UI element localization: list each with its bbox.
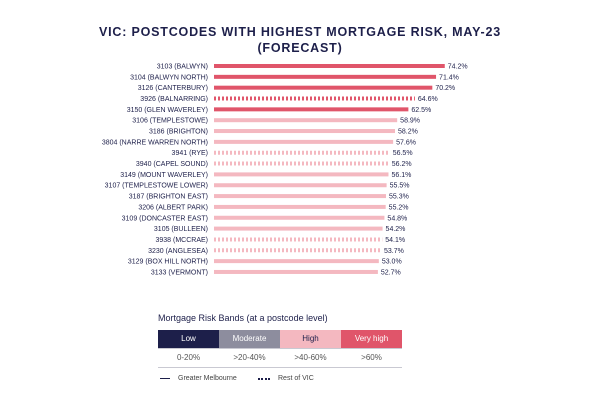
value-label: 54.8% — [387, 215, 407, 222]
bar — [214, 226, 383, 231]
value-label: 58.9% — [400, 118, 420, 125]
bar — [214, 172, 389, 177]
category-label: 3104 (BALWYN NORTH) — [130, 74, 208, 81]
solid-line-swatch — [160, 378, 170, 379]
band-low-range: 0-20% — [176, 353, 201, 362]
value-label: 55.5% — [390, 183, 410, 190]
bar — [214, 183, 387, 188]
value-label: 74.2% — [448, 64, 468, 71]
value-label: 57.6% — [396, 139, 416, 146]
chart-title-line-1: VIC: POSTCODES WITH HIGHEST MORTGAGE RIS… — [99, 25, 501, 39]
bar — [214, 107, 409, 112]
bar — [214, 129, 396, 134]
value-label: 70.2% — [435, 85, 455, 92]
value-label: 53.0% — [382, 259, 402, 266]
category-label: 3187 (BRIGHTON EAST) — [129, 194, 208, 201]
value-label: 55.2% — [389, 204, 409, 211]
category-label: 3804 (NARRE WARREN NORTH) — [102, 139, 208, 146]
value-label: 71.4% — [439, 74, 459, 81]
value-label: 54.1% — [385, 237, 405, 244]
category-label: 3109 (DONCASTER EAST) — [122, 215, 208, 222]
band-high: High — [280, 330, 341, 348]
band-low: Low — [158, 330, 219, 348]
legend-key-rest-of-vic-label: Rest of VIC — [278, 375, 314, 382]
category-label: 3938 (MCCRAE) — [155, 237, 208, 244]
value-label: 56.2% — [392, 161, 412, 168]
risk-band-table: Low Moderate High Very high 0-20% >20-40… — [158, 330, 402, 368]
chart-title-line-2: (FORECAST) — [257, 41, 343, 55]
category-label: 3129 (BOX HILL NORTH) — [128, 259, 208, 266]
category-label: 3103 (BALWYN) — [157, 64, 208, 71]
value-label: 62.5% — [411, 107, 431, 114]
band-high-range: >40-60% — [294, 353, 327, 362]
bar — [214, 269, 378, 274]
bar — [214, 118, 398, 123]
bar-chart: 3103 (BALWYN) 74.2% 3104 (BALWYN NORTH) 71.… — [102, 64, 468, 277]
bar — [214, 85, 433, 90]
category-label: 3105 (BULLEEN) — [154, 226, 208, 233]
band-ranges-row: 0-20% >20-40% >40-60% >60% — [158, 348, 402, 368]
bar — [214, 74, 437, 79]
legend-key-rest-of-vic: Rest of VIC — [258, 375, 314, 382]
category-label: 3186 (BRIGHTON) — [149, 129, 208, 136]
value-label: 56.5% — [393, 150, 413, 157]
category-label: 3149 (MOUNT WAVERLEY) — [120, 172, 208, 179]
bar — [214, 259, 379, 264]
category-label: 3230 (ANGLESEA) — [148, 248, 208, 255]
value-label: 52.7% — [381, 269, 401, 276]
category-label: 3126 (CANTERBURY) — [138, 85, 208, 92]
bar — [214, 139, 394, 144]
band-moderate: Moderate — [219, 330, 280, 348]
category-label: 3107 (TEMPLESTOWE LOWER) — [105, 183, 208, 190]
band-very-high-range: >60% — [361, 353, 382, 362]
category-label: 3941 (RYE) — [172, 150, 208, 157]
band-labels-row: Low Moderate High Very high — [158, 330, 402, 348]
chart-title: VIC: POSTCODES WITH HIGHEST MORTGAGE RIS… — [0, 24, 600, 56]
legend-key-greater-melbourne-label: Greater Melbourne — [178, 375, 237, 382]
bar — [214, 204, 386, 209]
category-label: 3206 (ALBERT PARK) — [138, 204, 208, 211]
category-label: 3106 (TEMPLESTOWE) — [132, 118, 208, 125]
bar — [214, 194, 386, 199]
value-label: 54.2% — [386, 226, 406, 233]
category-label: 3150 (GLEN WAVERLEY) — [127, 107, 208, 114]
band-moderate-range: >20-40% — [233, 353, 266, 362]
bar — [214, 215, 385, 220]
bar — [214, 64, 445, 68]
band-very-high: Very high — [341, 330, 402, 348]
category-label: 3133 (VERMONT) — [151, 269, 208, 276]
dotted-line-swatch — [258, 377, 270, 380]
legend-key-greater-melbourne: Greater Melbourne — [160, 375, 237, 382]
category-label: 3940 (CAPEL SOUND) — [136, 161, 208, 168]
legend-heading: Mortgage Risk Bands (at a postcode level… — [158, 313, 328, 323]
value-label: 58.2% — [398, 129, 418, 136]
value-label: 64.6% — [418, 96, 438, 103]
value-label: 53.7% — [384, 248, 404, 255]
value-label: 56.1% — [391, 172, 411, 179]
value-label: 55.3% — [389, 194, 409, 201]
category-label: 3926 (BALNARRING) — [140, 96, 208, 103]
